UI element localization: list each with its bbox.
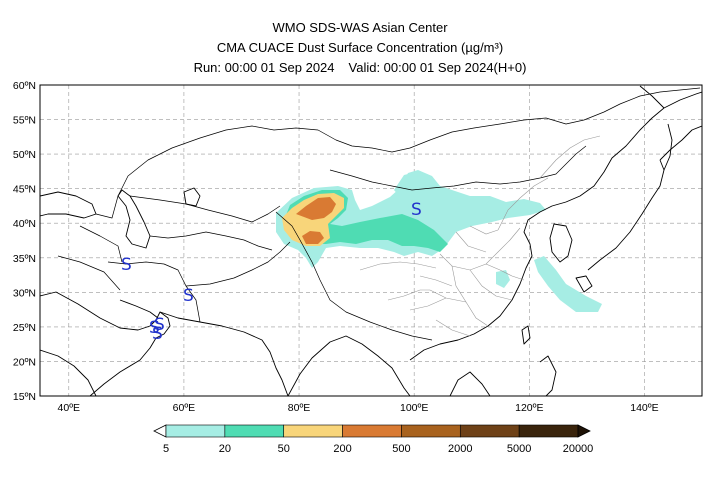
lat-tick-label: 55ºN xyxy=(13,115,36,127)
colorbar-bin xyxy=(342,424,402,438)
title-center-name: WMO SDS-WAS Asian Center xyxy=(272,20,448,35)
colorbar-bin xyxy=(459,424,520,438)
lon-tick-label: 60ºE xyxy=(173,402,196,414)
colorbar-max-arrow xyxy=(577,424,591,438)
lon-tick-label: 80ºE xyxy=(288,402,311,414)
colorbar-bin xyxy=(283,424,343,438)
title-run-valid: Run: 00:00 01 Sep 2024 Valid: 00:00 01 Se… xyxy=(0,60,720,75)
colorbar-level-label: 500 xyxy=(392,443,410,455)
coastlines-borders xyxy=(40,85,702,396)
colorbar-level-label: 50 xyxy=(278,443,290,455)
lat-tick-label: 30ºN xyxy=(13,287,36,299)
colorbar-min-arrow xyxy=(153,424,167,438)
lat-tick-label: 60ºN xyxy=(13,80,36,92)
storm-symbol-3: S xyxy=(149,318,160,338)
province-borders xyxy=(359,135,601,337)
colorbar-level-label: 5 xyxy=(163,443,169,455)
dust-area-200-500-south xyxy=(302,231,324,244)
valid-time: Valid: 00:00 01 Sep 2024(H+0) xyxy=(348,60,527,75)
lat-tick-label: 20ºN xyxy=(13,356,36,368)
colorbar-level-label: 20 xyxy=(219,443,231,455)
run-time: Run: 00:00 01 Sep 2024 xyxy=(193,60,335,75)
dust-area-200-500 xyxy=(296,197,336,220)
dust-area-yellow-sea xyxy=(496,270,510,288)
storm-symbol-4: S xyxy=(154,315,165,335)
title-product: CMA CUACE Dust Surface Concentration (µg… xyxy=(216,40,504,55)
colorbar-level-label: 200 xyxy=(333,443,351,455)
longitude-labels: 40ºE 60ºE 80ºE 100ºE 120ºE 140ºE xyxy=(58,402,659,414)
latitude-labels: 60ºN 55ºN 50ºN 45ºN 40ºN 35ºN 30ºN 25ºN 20ºN 15ºN xyxy=(13,80,36,403)
colorbar: 5 20 50 200 500 2000 5000 20000 xyxy=(153,424,594,455)
storm-symbol-2: S xyxy=(183,286,194,306)
lat-tick-label: 15ºN xyxy=(13,391,36,403)
dust-area-gobi xyxy=(394,172,430,204)
storm-symbol-5: S xyxy=(152,324,163,344)
lat-tick-label: 25ºN xyxy=(13,322,36,334)
storm-symbol-1: S xyxy=(121,255,132,275)
gridlines xyxy=(40,85,702,396)
lon-tick-label: 120ºE xyxy=(515,402,543,414)
colorbar-bin xyxy=(165,424,226,438)
lat-tick-label: 40ºN xyxy=(13,218,36,230)
lon-tick-label: 140ºE xyxy=(630,402,658,414)
colorbar-level-label: 2000 xyxy=(448,443,472,455)
dust-area-east xyxy=(534,256,602,312)
lat-tick-label: 50ºN xyxy=(13,149,36,161)
colorbar-level-label: 20000 xyxy=(563,443,594,455)
map-frame xyxy=(39,84,703,397)
lat-tick-label: 45ºN xyxy=(13,184,36,196)
colorbar-bin xyxy=(401,424,461,438)
colorbar-bin xyxy=(224,424,285,438)
colorbar-level-label: 5000 xyxy=(507,443,531,455)
lat-tick-label: 35ºN xyxy=(13,253,36,265)
storm-symbol-6: S xyxy=(411,200,422,220)
lon-tick-label: 40ºE xyxy=(58,402,81,414)
colorbar-bin xyxy=(518,424,579,438)
country-borders xyxy=(57,87,701,341)
dust-shading xyxy=(276,170,602,312)
tropical-cyclone-symbols: S S S S S S xyxy=(121,200,422,344)
lon-tick-label: 100ºE xyxy=(400,402,428,414)
